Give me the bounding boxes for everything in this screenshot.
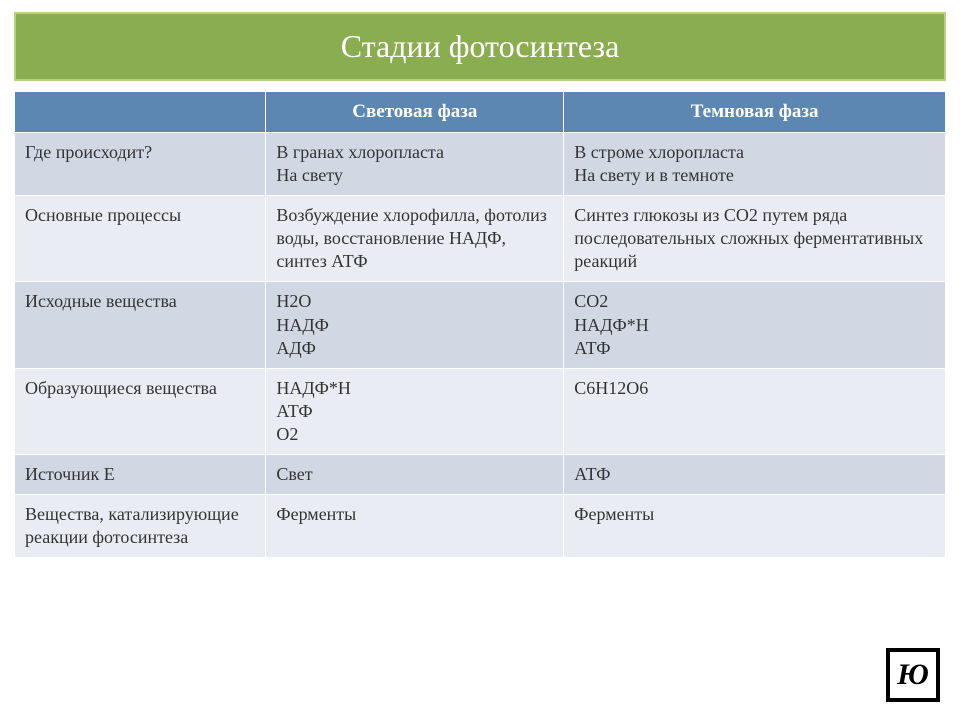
col-header-light: Световая фаза bbox=[266, 92, 564, 133]
table-row: Исходные вещества H2O НАДФ АДФ CO2 НАДФ*… bbox=[15, 282, 946, 368]
phases-table: Световая фаза Темновая фаза Где происход… bbox=[14, 91, 946, 558]
col-header-dark: Темновая фаза bbox=[564, 92, 946, 133]
corner-cell bbox=[15, 92, 266, 133]
title-container: Стадии фотосинтеза bbox=[0, 0, 960, 87]
row-label: Источник Е bbox=[15, 454, 266, 494]
table-container: Световая фаза Темновая фаза Где происход… bbox=[0, 87, 960, 558]
row-label: Исходные вещества bbox=[15, 282, 266, 368]
table-row: Основные процессы Возбуждение хлорофилла… bbox=[15, 196, 946, 282]
table-row: Где происходит? В гранах хлоропласта На … bbox=[15, 133, 946, 196]
row-label: Вещества, катализирующие реакции фотосин… bbox=[15, 494, 266, 557]
table-row: Источник Е Свет АТФ bbox=[15, 454, 946, 494]
cell-light: H2O НАДФ АДФ bbox=[266, 282, 564, 368]
cell-dark: C6H12O6 bbox=[564, 368, 946, 454]
cell-dark: АТФ bbox=[564, 454, 946, 494]
footer-logo: Ю bbox=[886, 648, 940, 702]
cell-light: НАДФ*Н АТФ O2 bbox=[266, 368, 564, 454]
row-label: Основные процессы bbox=[15, 196, 266, 282]
cell-light: Возбуждение хлорофилла, фотолиз воды, во… bbox=[266, 196, 564, 282]
cell-dark: В строме хлоропласта На свету и в темнот… bbox=[564, 133, 946, 196]
table-row: Вещества, катализирующие реакции фотосин… bbox=[15, 494, 946, 557]
cell-dark: Ферменты bbox=[564, 494, 946, 557]
cell-light: В гранах хлоропласта На свету bbox=[266, 133, 564, 196]
page-title: Стадии фотосинтеза bbox=[14, 12, 946, 81]
row-label: Образующиеся вещества bbox=[15, 368, 266, 454]
cell-dark: Синтез глюкозы из CO2 путем ряда последо… bbox=[564, 196, 946, 282]
table-row: Образующиеся вещества НАДФ*Н АТФ O2 C6H1… bbox=[15, 368, 946, 454]
row-label: Где происходит? bbox=[15, 133, 266, 196]
header-row: Световая фаза Темновая фаза bbox=[15, 92, 946, 133]
cell-dark: CO2 НАДФ*Н АТФ bbox=[564, 282, 946, 368]
logo-glyph: Ю bbox=[897, 660, 929, 690]
cell-light: Ферменты bbox=[266, 494, 564, 557]
cell-light: Свет bbox=[266, 454, 564, 494]
